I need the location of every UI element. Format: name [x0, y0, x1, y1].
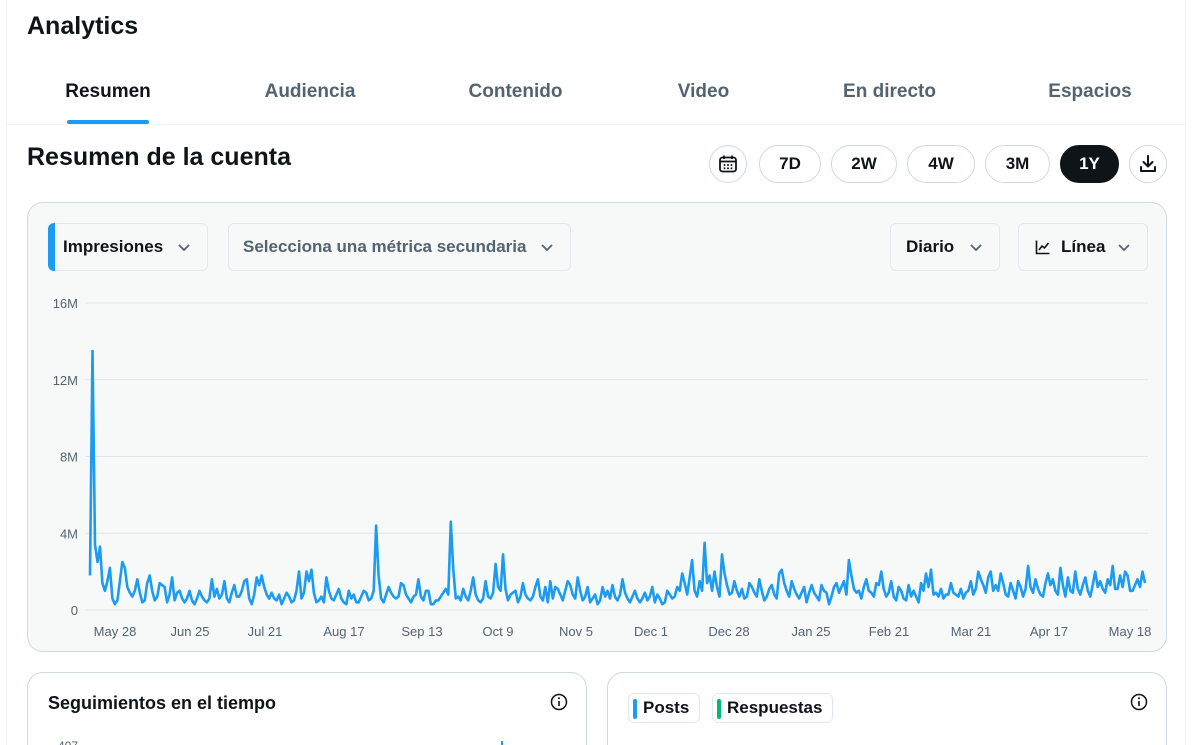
y-tick-label: 4M [60, 526, 78, 541]
impressions-series-line [88, 349, 1147, 606]
followers-card-title: Seguimientos en el tiempo [48, 693, 277, 713]
x-tick-label: Oct 9 [482, 624, 513, 639]
download-icon [1140, 155, 1156, 172]
impressions-chart-card: Impresiones Selecciona una métrica secun… [27, 202, 1167, 652]
impressions-line-chart: 16M 12M 8M 4M 0 May 28 Jun 25 Jul 21 Aug 17 Sep 1… [53, 296, 1152, 639]
chevron-down-icon [541, 244, 553, 252]
followers-y-tick: 407 [58, 739, 78, 745]
posts-legend-toggle[interactable]: Posts [628, 693, 701, 723]
replies-color-bar [717, 699, 721, 719]
x-tick-label: Sep 13 [401, 624, 442, 639]
tab-label: Video [677, 81, 730, 102]
tab-contenido[interactable]: Contenido [453, 60, 578, 124]
calendar-icon [719, 155, 737, 173]
active-tab-indicator [67, 120, 149, 124]
tab-audiencia[interactable]: Audiencia [249, 60, 371, 124]
secondary-metric-label: Selecciona una métrica secundaria [243, 237, 527, 256]
tab-bar: Resumen Audiencia Contenido Video En dir… [7, 60, 1185, 125]
range-4w-button[interactable]: 4W [907, 145, 975, 183]
granularity-dropdown[interactable]: Diario [890, 223, 1000, 271]
date-range-bar: 7D 2W 4W 3M 1Y [709, 145, 1169, 183]
analytics-page: Analytics Resumen Audiencia Contenido Vi… [6, 0, 1186, 745]
calendar-button[interactable] [709, 145, 747, 183]
chart-type-label: Línea [1061, 237, 1106, 256]
x-tick-label: Feb 21 [869, 624, 909, 639]
chevron-down-icon [178, 244, 190, 252]
replies-legend-toggle[interactable]: Respuestas [712, 693, 834, 723]
followers-card: Seguimientos en el tiempo 407 [27, 672, 587, 745]
line-chart-icon [1035, 240, 1050, 255]
x-tick-label: Apr 17 [1030, 624, 1068, 639]
tab-label: Resumen [65, 81, 151, 102]
download-button[interactable] [1129, 145, 1167, 183]
granularity-label: Diario [906, 237, 955, 256]
chevron-down-icon [970, 244, 982, 252]
tab-video[interactable]: Video [661, 60, 746, 124]
metric-color-accent [48, 223, 55, 271]
x-tick-label: Mar 21 [951, 624, 991, 639]
tab-label: Audiencia [264, 81, 356, 102]
range-2w-button[interactable]: 2W [831, 145, 897, 183]
replies-label: Respuestas [727, 698, 823, 717]
x-tick-label: Dec 28 [708, 624, 749, 639]
x-tick-label: May 18 [1109, 624, 1152, 639]
y-tick-label: 8M [60, 450, 78, 465]
x-tick-label: Jan 25 [791, 624, 830, 639]
range-1y-button[interactable]: 1Y [1060, 145, 1119, 183]
x-tick-label: Nov 5 [559, 624, 593, 639]
x-tick-label: Aug 17 [323, 624, 364, 639]
y-tick-label: 12M [53, 373, 78, 388]
y-tick-label: 0 [71, 603, 78, 618]
posts-color-bar [633, 699, 637, 719]
range-3m-button[interactable]: 3M [985, 145, 1050, 183]
tab-resumen[interactable]: Resumen [47, 60, 169, 124]
tab-label: Contenido [468, 81, 563, 102]
primary-metric-label: Impresiones [63, 237, 164, 256]
info-icon[interactable] [550, 693, 568, 711]
section-title: Resumen de la cuenta [27, 143, 291, 171]
chart-type-dropdown[interactable]: Línea [1018, 223, 1148, 271]
tab-label: En directo [843, 81, 936, 102]
tab-label: Espacios [1048, 81, 1132, 102]
range-7d-button[interactable]: 7D [759, 145, 821, 183]
y-tick-label: 16M [53, 296, 78, 311]
x-tick-label: Jul 21 [248, 624, 283, 639]
primary-metric-dropdown[interactable]: Impresiones [48, 223, 208, 271]
tab-espacios[interactable]: Espacios [1035, 60, 1145, 124]
posts-replies-card: Posts Respuestas [607, 672, 1167, 745]
x-tick-label: Dec 1 [634, 624, 668, 639]
posts-label: Posts [643, 698, 690, 717]
tab-en-directo[interactable]: En directo [827, 60, 952, 124]
followers-series-mark [501, 741, 503, 745]
chevron-down-icon [1118, 244, 1130, 252]
x-tick-label: May 28 [94, 624, 137, 639]
app-title: Analytics [27, 12, 139, 40]
secondary-metric-dropdown[interactable]: Selecciona una métrica secundaria [228, 223, 571, 271]
x-tick-label: Jun 25 [170, 624, 209, 639]
info-icon[interactable] [1130, 693, 1148, 711]
